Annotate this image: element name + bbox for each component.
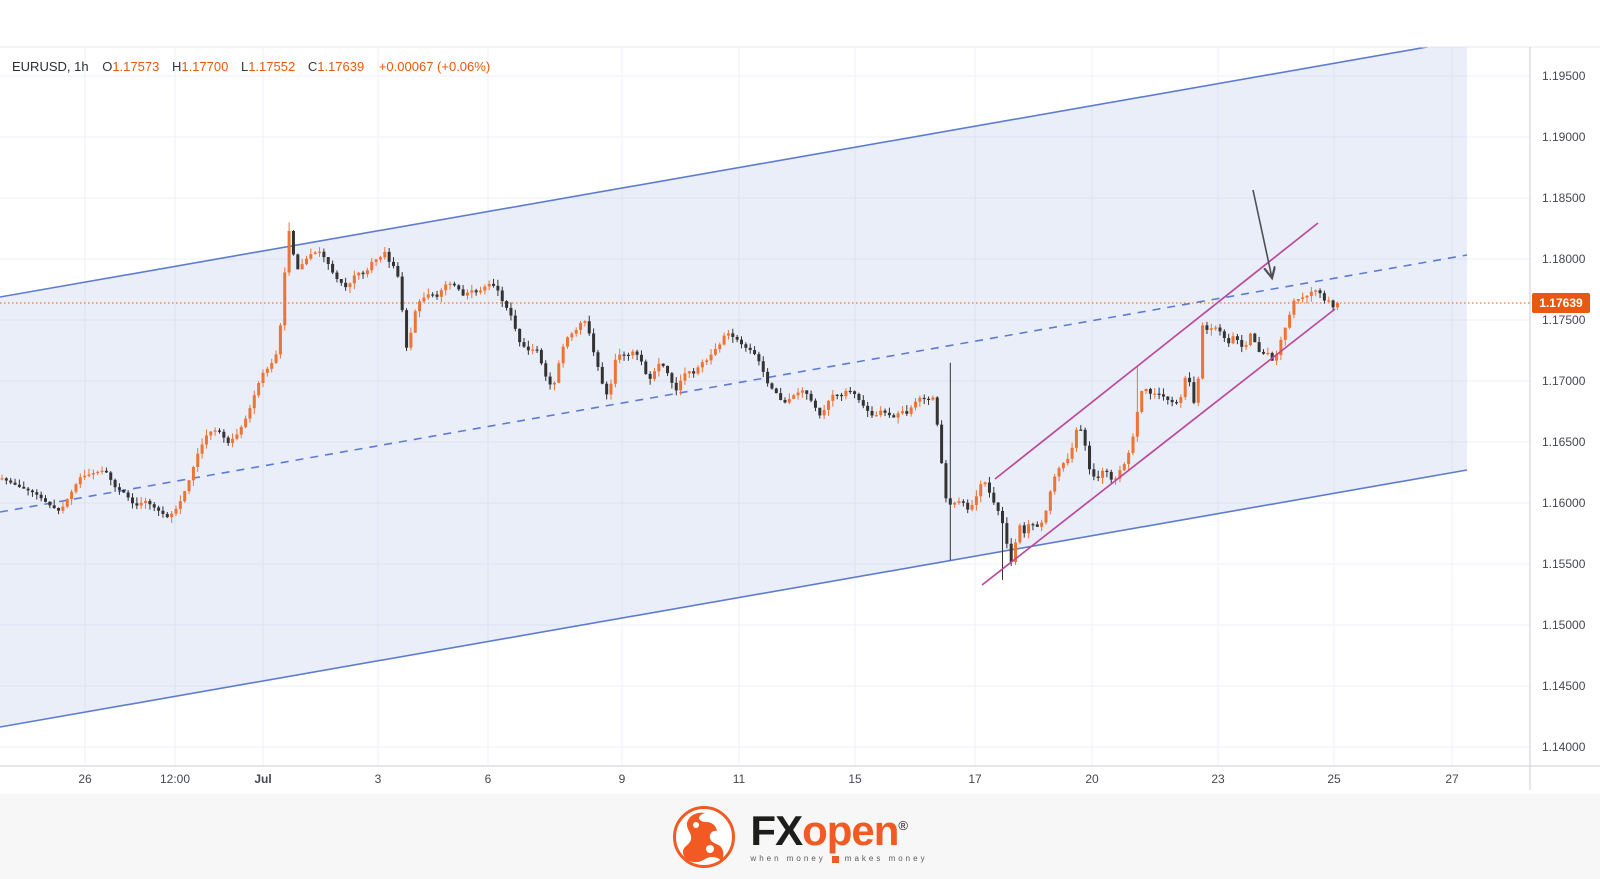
price-axis-label: 1.15500 — [1542, 557, 1586, 571]
time-axis-label: 3 — [374, 772, 382, 786]
close-value: C1.17639 — [307, 59, 365, 74]
grid-lines — [0, 47, 1530, 766]
candlestick-series — [0, 222, 1339, 580]
current-price-badge: 1.17639 — [1532, 293, 1590, 313]
annotation-arrow — [1252, 189, 1272, 278]
price-axis-label: 1.19500 — [1542, 69, 1586, 83]
brand-tagline: when money makes money — [750, 854, 928, 863]
price-axis-label: 1.19000 — [1542, 130, 1586, 144]
time-axis-label: 15 — [848, 772, 862, 786]
time-axis-label: 9 — [618, 772, 626, 786]
high-value: H1.17700 — [171, 59, 229, 74]
price-axis-label: 1.17500 — [1542, 313, 1586, 327]
pink-ascending-channel — [981, 222, 1336, 586]
price-axis-label: 1.16000 — [1542, 496, 1586, 510]
low-value: L1.17552 — [240, 59, 296, 74]
time-axis-label: 27 — [1445, 772, 1459, 786]
price-axis[interactable]: 1.19500 1.19000 1.18500 1.18000 1.17500 1.170… — [1530, 47, 1600, 766]
pane-borders — [0, 46, 1600, 790]
price-axis-label: 1.18000 — [1542, 252, 1586, 266]
brand-wordmark: FXopen® — [750, 807, 908, 854]
price-axis-label: 1.17000 — [1542, 374, 1586, 388]
tagline-square-icon — [831, 855, 839, 863]
fxopen-bull-icon — [673, 805, 736, 868]
time-axis-label: 6 — [484, 772, 492, 786]
change-value: +0.00067 (+0.06%) — [378, 59, 491, 74]
time-axis-label: 26 — [78, 772, 92, 786]
footer-bar: FXopen® when money makes money — [0, 794, 1600, 879]
blue-trend-channel — [0, 47, 1468, 728]
symbol-legend: EURUSD, 1h O1.17573 H1.17700 L1.17552 C1… — [12, 59, 490, 74]
price-axis-label: 1.16500 — [1542, 435, 1586, 449]
time-axis-label: 11 — [732, 772, 746, 786]
price-axis-label: 1.18500 — [1542, 191, 1586, 205]
time-axis-label: 25 — [1327, 772, 1341, 786]
open-value: O1.17573 — [102, 59, 160, 74]
time-axis[interactable]: 26 12:00 Jul 3 6 9 11 15 17 20 23 25 27 — [0, 766, 1530, 792]
time-axis-label: 17 — [968, 772, 982, 786]
price-axis-label: 1.14000 — [1542, 740, 1586, 754]
time-axis-label: Jul — [254, 772, 272, 786]
symbol-title: EURUSD, 1h — [12, 59, 89, 74]
price-axis-label: 1.15000 — [1542, 618, 1586, 632]
price-axis-label: 1.14500 — [1542, 679, 1586, 693]
time-axis-label: 23 — [1211, 772, 1225, 786]
fxopen-logo[interactable]: FXopen® when money makes money — [672, 805, 927, 869]
time-axis-label: 12:00 — [159, 772, 191, 786]
time-axis-label: 20 — [1085, 772, 1099, 786]
